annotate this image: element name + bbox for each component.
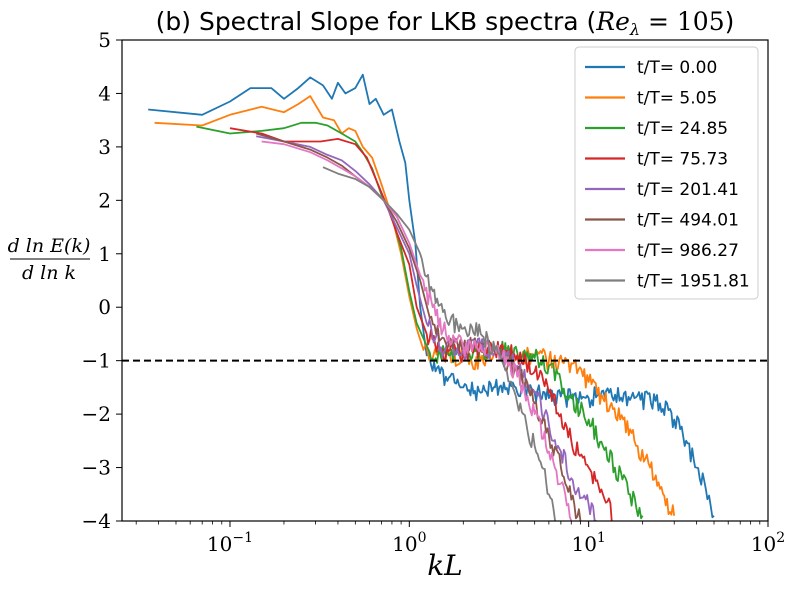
series-line-5 xyxy=(256,135,597,521)
y-tick-label: −1 xyxy=(82,349,111,373)
x-axis: 10−1 100 101 102 xyxy=(135,521,785,556)
legend-label: t/T= 986.27 xyxy=(637,241,739,261)
series-layer xyxy=(148,73,715,521)
plot-frame xyxy=(121,39,769,522)
y-axis-label: d ln E(k) d ln k xyxy=(8,235,91,284)
y-tick-label: −4 xyxy=(82,509,111,533)
x-tick-label: 102 xyxy=(751,530,785,556)
y-axis: 5 4 3 2 1 0 −1 −2 −3 −4 xyxy=(82,28,122,533)
title-suffix: ) xyxy=(725,7,735,36)
legend-label: t/T= 1951.81 xyxy=(637,272,750,292)
x-tick-label: 100 xyxy=(392,530,426,556)
y-axis-label-numerator: d ln E(k) xyxy=(8,235,91,257)
y-tick-label: 5 xyxy=(98,28,111,52)
legend-label: t/T= 494.01 xyxy=(637,211,739,231)
y-tick-label: 3 xyxy=(98,135,111,159)
x-axis-label: kL xyxy=(427,549,463,582)
y-tick-label: 0 xyxy=(98,295,111,319)
title-sub: λ xyxy=(629,20,640,39)
legend-box xyxy=(574,46,759,300)
legend-label: t/T= 24.85 xyxy=(637,119,728,139)
legend-label: t/T= 75.73 xyxy=(637,150,728,170)
series-line-7 xyxy=(261,140,573,521)
legend-label: t/T= 5.05 xyxy=(637,89,717,109)
x-tick-label: 10−1 xyxy=(207,530,253,556)
chart-title: (b) Spectral Slope for LKB spectra (Reλ … xyxy=(156,7,735,39)
y-axis-label-denominator: d ln k xyxy=(22,262,76,284)
legend-label: t/T= 201.41 xyxy=(637,180,739,200)
y-tick-label: 2 xyxy=(98,188,111,212)
x-tick-label: 101 xyxy=(571,530,605,556)
legend: t/T= 0.00 t/T= 5.05 t/T= 24.85 t/T= 75.73 t/… xyxy=(574,46,759,300)
series-line-8 xyxy=(322,166,556,521)
series-line-1 xyxy=(148,73,715,519)
title-eq: = 105 xyxy=(640,7,725,36)
y-tick-label: −2 xyxy=(82,402,111,426)
title-prefix: (b) Spectral Slope for LKB spectra ( xyxy=(156,7,597,36)
legend-label: t/T= 0.00 xyxy=(637,58,717,78)
y-tick-label: −3 xyxy=(82,456,111,480)
y-tick-label: 4 xyxy=(98,81,111,105)
y-tick-label: 1 xyxy=(98,242,111,266)
title-math: Re xyxy=(595,7,630,36)
